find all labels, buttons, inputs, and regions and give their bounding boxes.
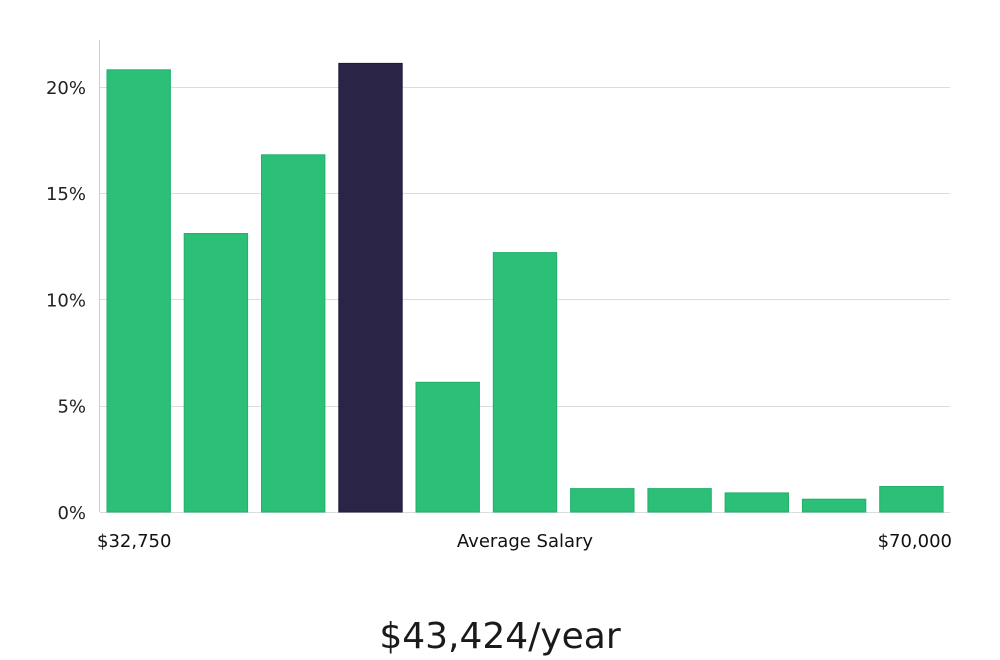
x-axis-title: Average Salary <box>457 531 594 552</box>
bar <box>415 381 480 513</box>
y-tick-labels: 0% 5% 10% 15% 20% <box>46 78 86 524</box>
y-tick-label: 10% <box>46 290 86 311</box>
x-max-label: $70,000 <box>878 531 952 552</box>
bar <box>492 252 558 513</box>
bar <box>570 488 635 513</box>
x-min-label: $32,750 <box>97 531 171 552</box>
y-tick-label: 5% <box>57 397 86 418</box>
bars <box>106 62 944 513</box>
bar <box>106 69 171 513</box>
bar <box>724 492 789 513</box>
bar <box>801 498 867 513</box>
average-salary-value: $43,424/year <box>379 616 621 657</box>
bar <box>183 233 249 513</box>
highlighted-bar <box>338 62 403 513</box>
bar <box>261 154 326 513</box>
bar <box>647 488 712 513</box>
y-tick-label: 0% <box>57 503 86 524</box>
y-tick-label: 15% <box>46 184 86 205</box>
bar <box>879 486 944 513</box>
y-tick-label: 20% <box>46 78 86 99</box>
